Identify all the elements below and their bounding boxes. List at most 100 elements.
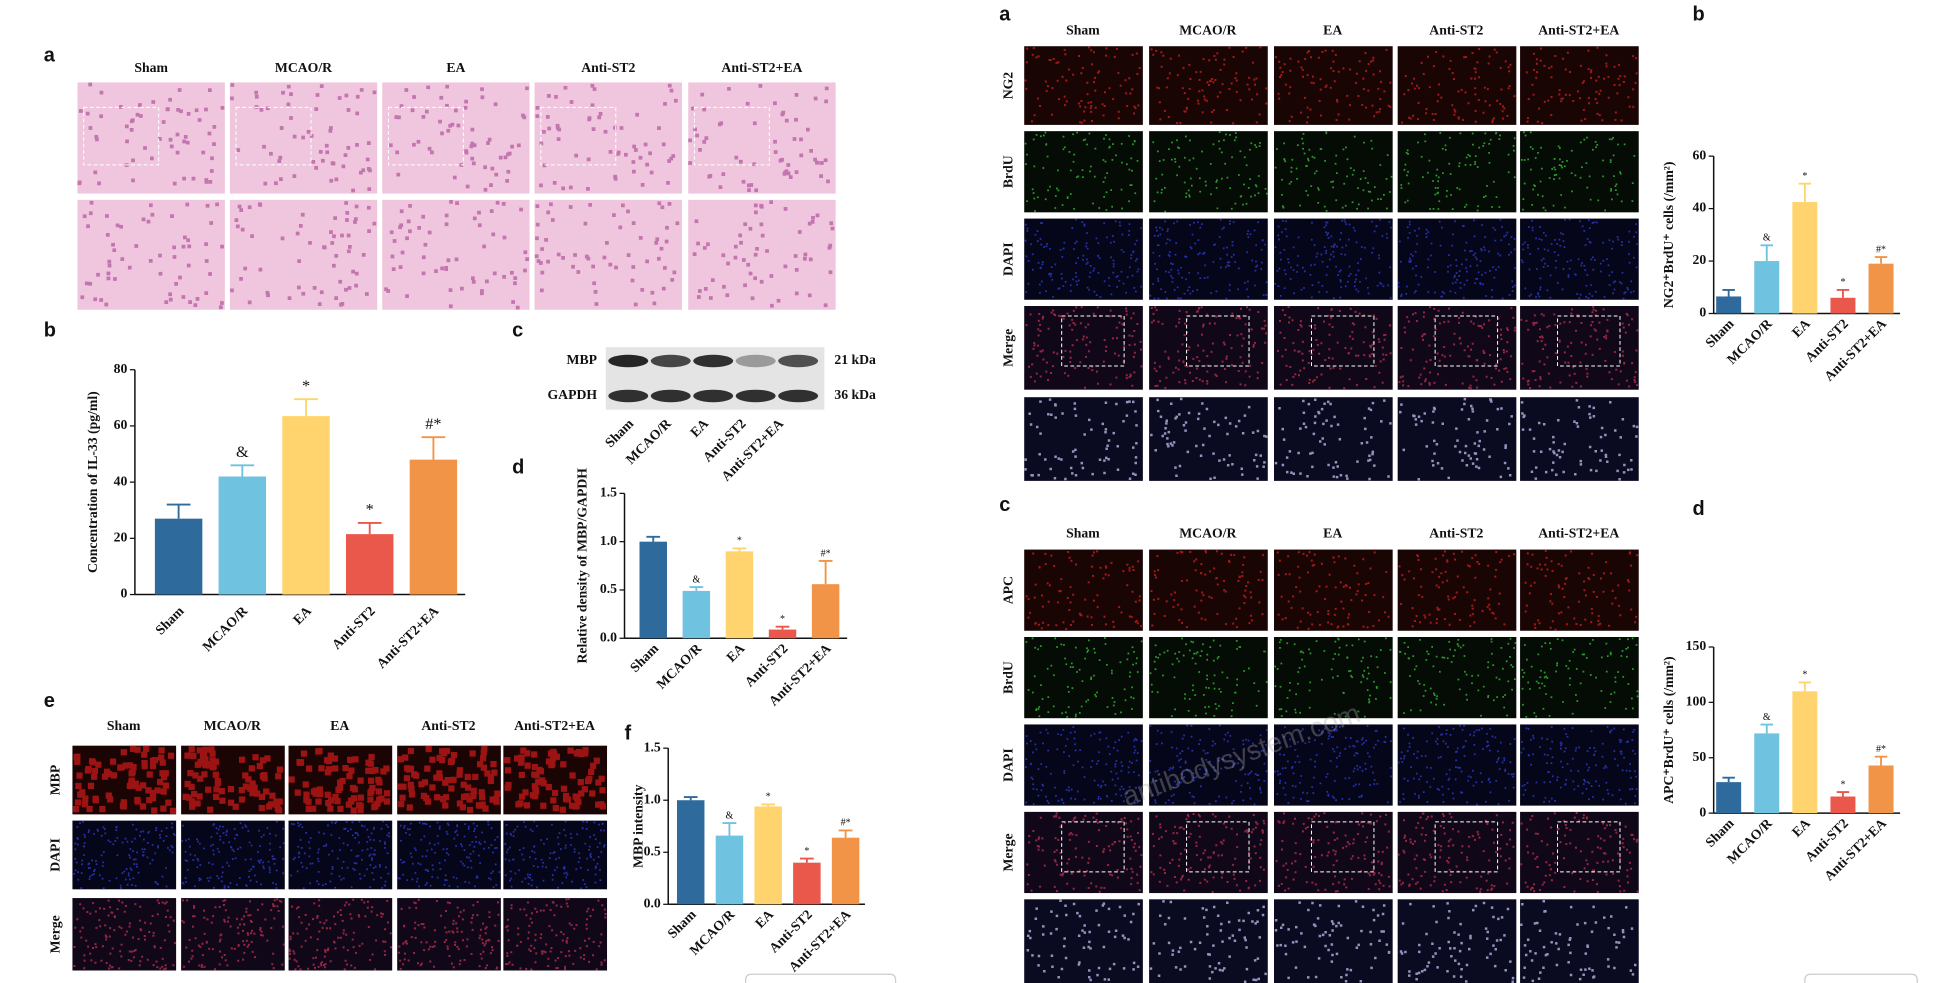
error-bar [775, 625, 790, 630]
panel-label: d [512, 457, 524, 479]
significance-mark: * [1840, 277, 1845, 288]
error-bar [1798, 182, 1812, 203]
y-tick-label: 100 [1686, 694, 1707, 709]
micrograph [72, 898, 177, 971]
column-header: Anti-ST2+EA [1538, 22, 1619, 37]
bar [725, 551, 754, 639]
x-tick-label: MCAO/R [653, 640, 705, 692]
micrograph [1024, 899, 1143, 983]
x-tick-label: Sham [1702, 815, 1737, 850]
micrograph-texture [1274, 398, 1392, 481]
error-bar [421, 436, 446, 460]
micrograph-texture [384, 199, 529, 310]
micrograph [382, 199, 530, 310]
micrograph [181, 820, 285, 890]
y-axis-label: APC⁺BrdU⁺ cells (/mm²) [1661, 656, 1677, 803]
size-label: 36 kDa [834, 387, 876, 402]
y-tick-label: 1.0 [644, 791, 661, 806]
micrograph [1397, 46, 1517, 125]
micrograph [1520, 131, 1639, 213]
bar [1830, 796, 1856, 814]
significance-mark: * [302, 377, 310, 395]
column-header: EA [446, 60, 465, 75]
significance-mark: * [1802, 670, 1807, 681]
micrograph [1520, 811, 1639, 894]
micrograph-texture [534, 201, 680, 307]
inset-box [1557, 315, 1621, 367]
column-header: Anti-ST2 [581, 60, 635, 75]
micrograph-texture [288, 748, 391, 814]
x-tick-label: EA [1789, 316, 1813, 340]
x-tick-label: Sham [664, 906, 699, 941]
panel-label: a [44, 44, 56, 66]
column-header: EA [1323, 526, 1342, 541]
significance-mark: #* [425, 415, 441, 433]
micrograph-texture [1397, 812, 1515, 893]
y-tick-label: 0 [121, 586, 128, 601]
row-label: APC [1000, 576, 1015, 604]
micrograph [1149, 811, 1268, 894]
micrograph-texture [1150, 46, 1268, 125]
error-bar [230, 464, 255, 477]
error-bar [1836, 288, 1850, 298]
error-bar [294, 398, 318, 417]
y-tick-label: 20 [1692, 252, 1706, 267]
y-axis-label: Relative density of MBP/GAPDH [574, 468, 589, 664]
y-tick-label: 1.5 [644, 739, 661, 754]
panel-label: c [512, 319, 523, 341]
bar [1716, 782, 1742, 814]
significance-mark: * [766, 792, 771, 803]
error-bar [1722, 776, 1735, 783]
micrograph-texture [181, 898, 285, 971]
bar [1792, 691, 1818, 814]
column-header: EA [1323, 22, 1342, 37]
bar [154, 518, 203, 595]
y-tick-label: 0.0 [600, 629, 617, 644]
error-bar [646, 535, 661, 542]
micrograph-texture [1401, 47, 1516, 124]
bar [1792, 202, 1818, 314]
micrograph-texture [1150, 306, 1268, 389]
micrograph [1149, 724, 1268, 806]
micrograph [1274, 899, 1393, 983]
row-label: DAPI [47, 838, 62, 872]
column-header: MCAO/R [275, 60, 333, 75]
inset-box [1310, 821, 1375, 873]
y-tick-label: 150 [1686, 638, 1707, 653]
blot-band [735, 389, 776, 403]
micrograph [1149, 131, 1268, 213]
micrograph-texture [1521, 637, 1639, 718]
bar [282, 416, 330, 595]
inset-box [1310, 315, 1375, 367]
column-header: Anti-ST2+EA [1538, 526, 1619, 541]
micrograph [688, 199, 836, 310]
significance-mark: & [236, 443, 249, 461]
row-label: MBP [47, 765, 62, 795]
significance-mark: & [726, 810, 734, 821]
micrograph [288, 898, 393, 971]
micrograph-texture [1024, 398, 1138, 481]
micrograph [1274, 218, 1393, 300]
error-bar [689, 586, 704, 591]
row-label: NG2 [1000, 72, 1015, 100]
micrograph [1520, 397, 1639, 481]
micrograph-texture [1520, 306, 1639, 389]
micrograph [1397, 637, 1517, 719]
micrograph [1149, 306, 1268, 390]
blot-band [778, 354, 819, 368]
significance-mark: * [780, 614, 785, 625]
y-axis-label: Concentration of IL-33 (pg/ml) [85, 391, 101, 573]
panel-label: e [44, 690, 55, 712]
micrograph-texture [1025, 637, 1143, 718]
micrograph [1397, 306, 1517, 390]
panel-label: f [625, 723, 632, 745]
micrograph [397, 898, 501, 971]
x-tick-label: EA [1789, 816, 1813, 840]
panel-label: d [1692, 498, 1704, 520]
significance-mark: & [1763, 233, 1771, 244]
bar [1868, 263, 1894, 314]
micrograph [1520, 637, 1639, 719]
bar [639, 541, 667, 639]
micrograph-texture [1397, 218, 1516, 300]
bar [1830, 297, 1856, 314]
